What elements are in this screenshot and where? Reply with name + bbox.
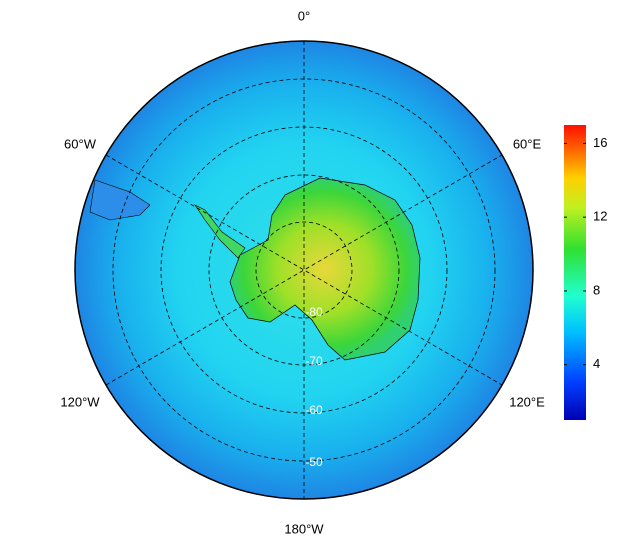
meridian-label: 120°E [509, 394, 545, 409]
meridian-label: 0° [298, 8, 310, 23]
antarctica [229, 177, 421, 361]
colorbar-tick-label: 8 [593, 282, 600, 297]
peninsula [194, 204, 246, 259]
parallel-label: -60 [305, 403, 323, 417]
colorbar [564, 125, 586, 420]
parallel-label: -50 [305, 455, 323, 469]
meridian-label: 180°W [284, 521, 324, 536]
meridian-label: 60°W [64, 136, 97, 151]
parallel-label: -80 [305, 305, 323, 319]
graticule [105, 41, 503, 499]
polar-map [74, 40, 534, 500]
colorbar-tick-label: 12 [593, 209, 607, 224]
colorbar-tick-label: 4 [593, 356, 600, 371]
colorbar-tick-label: 16 [593, 135, 607, 150]
parallel-label: -70 [305, 354, 323, 368]
meridian-label: 120°W [60, 394, 100, 409]
meridian-label: 60°E [513, 136, 542, 151]
